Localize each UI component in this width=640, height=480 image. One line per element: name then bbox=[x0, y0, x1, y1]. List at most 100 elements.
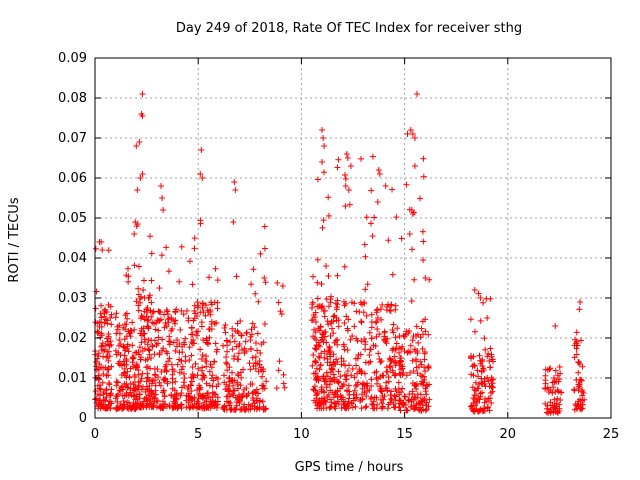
data-point bbox=[119, 383, 126, 390]
data-point bbox=[123, 389, 130, 396]
data-point bbox=[148, 354, 155, 361]
data-point bbox=[133, 362, 140, 369]
data-point bbox=[182, 358, 189, 365]
data-point bbox=[255, 390, 262, 397]
data-point bbox=[145, 316, 152, 323]
data-point bbox=[98, 342, 105, 349]
data-point bbox=[174, 402, 181, 409]
data-point bbox=[161, 392, 168, 399]
data-point bbox=[180, 339, 187, 346]
data-point bbox=[114, 398, 121, 405]
data-point bbox=[252, 340, 259, 347]
data-point bbox=[145, 323, 152, 330]
data-point bbox=[176, 369, 183, 376]
data-point bbox=[230, 406, 237, 413]
data-point bbox=[311, 383, 318, 390]
data-point bbox=[252, 353, 259, 360]
data-point bbox=[98, 330, 105, 337]
data-point bbox=[100, 371, 107, 378]
y-tick-label: 0 bbox=[79, 411, 87, 426]
data-point bbox=[159, 405, 166, 412]
data-point bbox=[187, 382, 194, 389]
data-point bbox=[250, 397, 257, 404]
data-point bbox=[124, 315, 131, 322]
data-point bbox=[143, 364, 150, 371]
data-point bbox=[157, 382, 164, 389]
data-point bbox=[146, 347, 153, 354]
data-point bbox=[121, 403, 128, 410]
data-point bbox=[326, 381, 333, 388]
data-point bbox=[108, 311, 115, 318]
data-point bbox=[152, 326, 159, 333]
data-point bbox=[262, 279, 269, 286]
data-point bbox=[155, 327, 162, 334]
data-point bbox=[170, 339, 177, 346]
y-tick-label: 0.07 bbox=[58, 131, 87, 146]
data-point bbox=[148, 277, 155, 284]
data-point bbox=[158, 347, 165, 354]
data-point bbox=[173, 391, 180, 398]
data-point bbox=[202, 358, 209, 365]
data-point bbox=[188, 325, 195, 332]
data-point bbox=[313, 359, 320, 366]
data-point bbox=[97, 334, 104, 341]
data-point bbox=[212, 265, 219, 272]
data-point bbox=[155, 334, 162, 341]
data-point bbox=[112, 395, 119, 402]
data-point bbox=[161, 401, 168, 408]
y-tick-label: 0.02 bbox=[58, 331, 87, 346]
data-point bbox=[138, 332, 145, 339]
y-tick-label: 0.05 bbox=[58, 211, 87, 226]
x-axis-label: GPS time / hours bbox=[295, 460, 404, 475]
data-point bbox=[172, 309, 179, 316]
data-point bbox=[156, 285, 163, 292]
data-point bbox=[222, 329, 229, 336]
data-point bbox=[145, 295, 152, 302]
data-point bbox=[138, 386, 145, 393]
data-point bbox=[100, 364, 107, 371]
x-tick-label: 20 bbox=[500, 427, 517, 442]
data-point bbox=[250, 389, 257, 396]
data-point bbox=[327, 332, 334, 339]
data-point bbox=[223, 393, 230, 400]
data-point bbox=[263, 378, 270, 385]
data-point bbox=[191, 307, 198, 314]
data-point bbox=[118, 362, 125, 369]
data-point bbox=[221, 402, 228, 409]
data-point bbox=[133, 223, 140, 230]
data-point bbox=[119, 392, 126, 399]
data-point bbox=[108, 341, 115, 348]
data-point bbox=[98, 302, 105, 309]
data-point bbox=[249, 354, 256, 361]
data-point bbox=[173, 390, 180, 397]
data-point bbox=[112, 347, 119, 354]
data-point bbox=[98, 343, 105, 350]
data-point bbox=[237, 318, 244, 325]
data-point bbox=[172, 320, 179, 327]
data-point bbox=[243, 348, 250, 355]
data-point bbox=[242, 338, 249, 345]
data-point bbox=[204, 390, 211, 397]
data-point bbox=[239, 346, 246, 353]
data-point bbox=[200, 393, 207, 400]
data-point bbox=[278, 311, 285, 318]
data-point bbox=[139, 383, 146, 390]
data-point bbox=[223, 354, 230, 361]
data-point bbox=[127, 405, 134, 412]
data-point bbox=[186, 405, 193, 412]
data-point bbox=[250, 266, 257, 273]
data-point bbox=[154, 397, 161, 404]
data-point bbox=[149, 377, 156, 384]
data-point bbox=[197, 392, 204, 399]
data-point bbox=[231, 377, 238, 384]
data-point bbox=[224, 367, 231, 374]
data-point bbox=[137, 356, 144, 363]
data-point bbox=[253, 395, 260, 402]
data-point bbox=[144, 341, 151, 348]
data-point bbox=[151, 371, 158, 378]
data-point bbox=[169, 379, 176, 386]
data-point bbox=[241, 406, 248, 413]
data-point bbox=[135, 379, 142, 386]
data-point bbox=[143, 306, 150, 313]
data-point bbox=[198, 323, 205, 330]
